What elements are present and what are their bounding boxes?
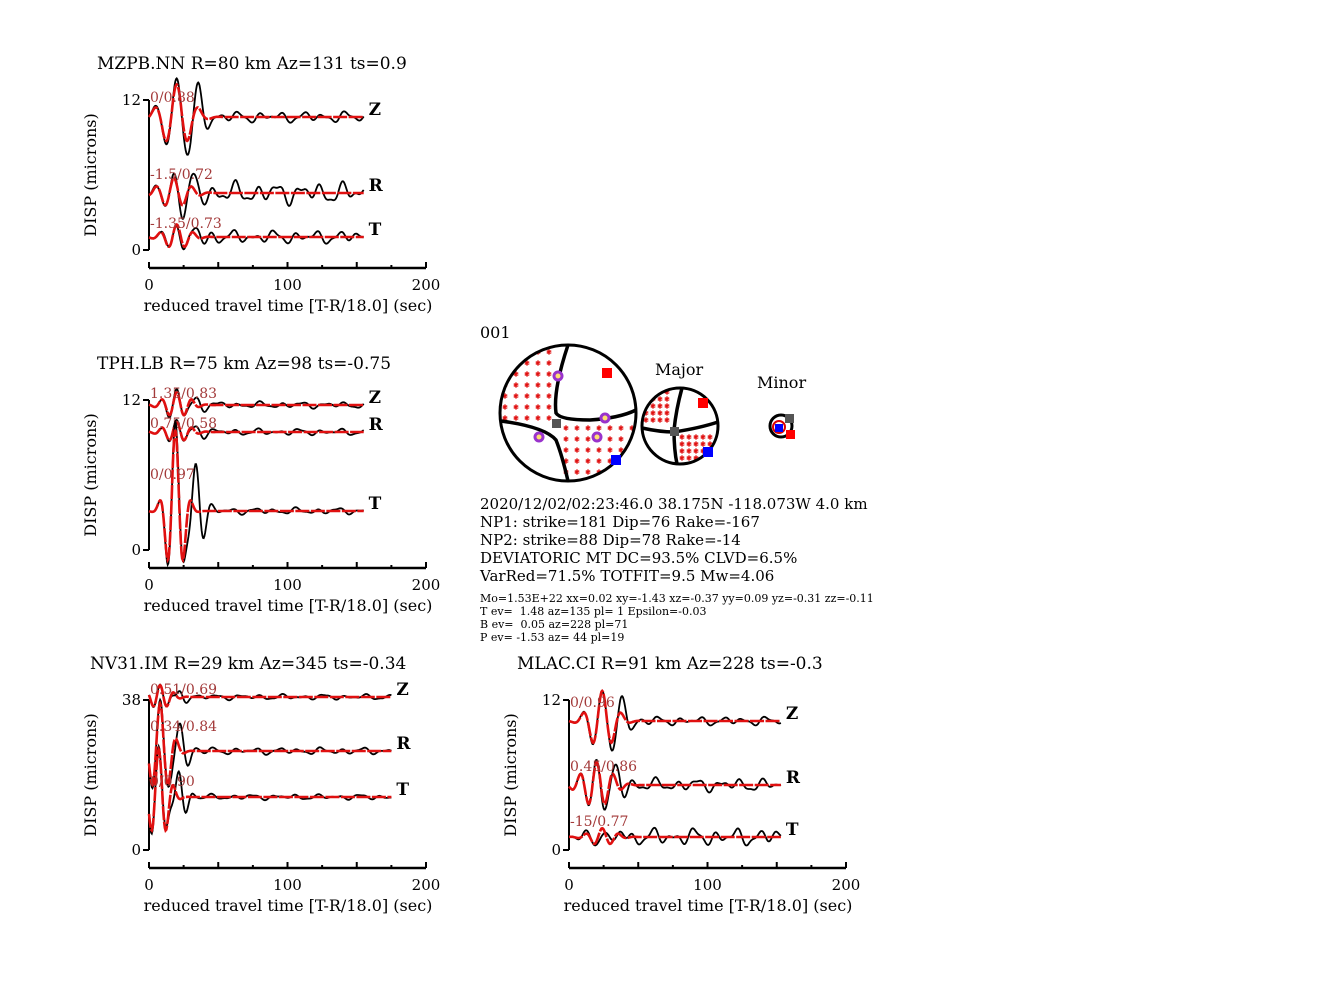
info-line: NP1: strike=181 Dip=76 Rake=-167 xyxy=(480,513,760,531)
beachball-minor xyxy=(768,413,795,439)
y-tick-label: 38 xyxy=(122,691,141,709)
x-tick-label: 100 xyxy=(273,576,302,594)
shift-correlation-label: 0.34/0.84 xyxy=(150,719,217,735)
observed-trace xyxy=(148,697,392,790)
shift-correlation-label: 0.75/0.58 xyxy=(150,416,217,432)
y-tick-label: 0 xyxy=(131,541,141,559)
component-label: T xyxy=(786,820,799,840)
x-tick-label: 200 xyxy=(412,276,441,294)
minor-label: Minor xyxy=(757,373,806,392)
synthetic-trace xyxy=(568,689,781,745)
component-label: Z xyxy=(369,100,381,120)
synthetic-trace xyxy=(148,420,364,442)
y-tick-label: 12 xyxy=(122,91,141,109)
x-tick-label: 0 xyxy=(144,276,154,294)
y-tick-label: 0 xyxy=(131,841,141,859)
shift-correlation-label: 0/0.88 xyxy=(150,90,195,106)
component-label: R xyxy=(786,768,801,788)
shift-correlation-label: 0/0.90 xyxy=(150,774,195,790)
mt-line: T ev= 1.48 az=135 pl= 1 Epsilon=-0.03 xyxy=(480,605,706,618)
shift-correlation-label: 0.45/0.86 xyxy=(570,759,637,775)
x-tick-label: 0 xyxy=(144,876,154,894)
component-label: R xyxy=(396,734,411,754)
waveform-panel: NV31.IM R=29 km Az=345 ts=-0.34 38 00 100 20… xyxy=(81,654,440,915)
observed-trace xyxy=(148,172,365,221)
major-label: Major xyxy=(655,360,704,379)
y-tick-label: 12 xyxy=(122,391,141,409)
x-tick-label: 0 xyxy=(564,876,574,894)
shift-correlation-label: -1.35/0.73 xyxy=(150,216,222,232)
station-markers xyxy=(533,370,611,443)
x-axis-label: reduced travel time [T-R/18.0] (sec) xyxy=(564,896,853,915)
component-label: R xyxy=(369,415,384,435)
synthetic-trace xyxy=(148,429,364,564)
shift-correlation-label: 1.35/0.83 xyxy=(150,386,217,402)
x-tick-label: 200 xyxy=(412,876,441,894)
synthetic-trace xyxy=(147,82,364,143)
synthetic-trace xyxy=(568,760,781,806)
beachball-group: 001 Major Minor xyxy=(480,323,806,483)
synthetic-trace xyxy=(147,683,392,708)
y-tick-label: 0 xyxy=(131,241,141,259)
x-axis-label: reduced travel time [T-R/18.0] (sec) xyxy=(144,296,433,315)
y-axis-label: DISP (microns) xyxy=(501,713,520,837)
synthetic-trace xyxy=(148,390,364,417)
synthetic-trace xyxy=(147,700,392,788)
shift-correlation-label: 0/0.97 xyxy=(150,467,195,483)
station-title: TPH.LB R=75 km Az=98 ts=-0.75 xyxy=(97,354,391,374)
info-line: DEVIATORIC MT DC=93.5% CLVD=6.5% xyxy=(480,549,797,567)
p-axis-marker xyxy=(611,455,621,465)
component-label: T xyxy=(396,780,409,800)
info-line: VarRed=71.5% TOTFIT=9.5 Mw=4.06 xyxy=(479,567,774,585)
mt-line: Mo=1.53E+22 xx=0.02 xy=-1.43 xz=-0.37 yy… xyxy=(480,592,874,605)
mechanism-info: 2020/12/02/02:23:46.0 38.175N -118.073W … xyxy=(479,495,874,644)
b-axis-marker xyxy=(552,419,561,428)
x-tick-label: 200 xyxy=(832,876,861,894)
x-axis-label: reduced travel time [T-R/18.0] (sec) xyxy=(144,596,433,615)
synthetic-trace xyxy=(148,176,364,207)
x-tick-label: 0 xyxy=(144,576,154,594)
x-tick-label: 100 xyxy=(273,276,302,294)
waveform-panel: MLAC.CI R=91 km Az=228 ts=-0.3 12 00 100 200… xyxy=(501,654,860,915)
waveform-panel: TPH.LB R=75 km Az=98 ts=-0.75 12 00 100 200 r… xyxy=(81,354,440,615)
component-label: T xyxy=(369,220,382,240)
component-label: Z xyxy=(396,680,408,700)
component-label: R xyxy=(369,176,384,196)
waveform-panel: MZPB.NN R=80 km Az=131 ts=0.9 12 00 100 200 r… xyxy=(81,54,440,315)
mt-line: B ev= 0.05 az=228 pl=71 xyxy=(480,618,628,631)
x-tick-label: 100 xyxy=(273,876,302,894)
station-title: MZPB.NN R=80 km Az=131 ts=0.9 xyxy=(97,54,407,74)
shift-correlation-label: -15/0.77 xyxy=(570,814,628,830)
x-axis-label: reduced travel time [T-R/18.0] (sec) xyxy=(144,896,433,915)
t-axis-marker xyxy=(602,368,612,378)
y-axis-label: DISP (microns) xyxy=(81,113,100,237)
station-title: NV31.IM R=29 km Az=345 ts=-0.34 xyxy=(90,654,406,674)
observed-trace xyxy=(148,421,364,568)
info-line: 2020/12/02/02:23:46.0 38.175N -118.073W … xyxy=(480,495,868,513)
shift-correlation-label: 0.51/0.69 xyxy=(150,682,217,698)
synthetic-trace xyxy=(148,223,364,249)
component-label: T xyxy=(369,494,382,514)
shift-correlation-label: 0/0.96 xyxy=(570,695,615,711)
y-tick-label: 0 xyxy=(551,841,561,859)
info-line: NP2: strike=88 Dip=78 Rake=-14 xyxy=(480,531,741,549)
station-title: MLAC.CI R=91 km Az=228 ts=-0.3 xyxy=(517,654,823,674)
y-axis-label: DISP (microns) xyxy=(81,413,100,537)
x-tick-label: 100 xyxy=(693,876,722,894)
beachball-main xyxy=(498,343,638,483)
beachball-major xyxy=(640,386,720,466)
component-label: Z xyxy=(369,388,381,408)
shift-correlation-label: -1.5/0.72 xyxy=(150,167,213,183)
event-id: 001 xyxy=(480,323,511,342)
component-label: Z xyxy=(786,704,798,724)
y-axis-label: DISP (microns) xyxy=(81,713,100,837)
y-tick-label: 12 xyxy=(542,691,561,709)
mt-line: P ev= -1.53 az= 44 pl=19 xyxy=(480,631,624,644)
synthetic-trace xyxy=(147,745,392,834)
x-tick-label: 200 xyxy=(412,576,441,594)
synthetic-trace xyxy=(569,826,781,846)
